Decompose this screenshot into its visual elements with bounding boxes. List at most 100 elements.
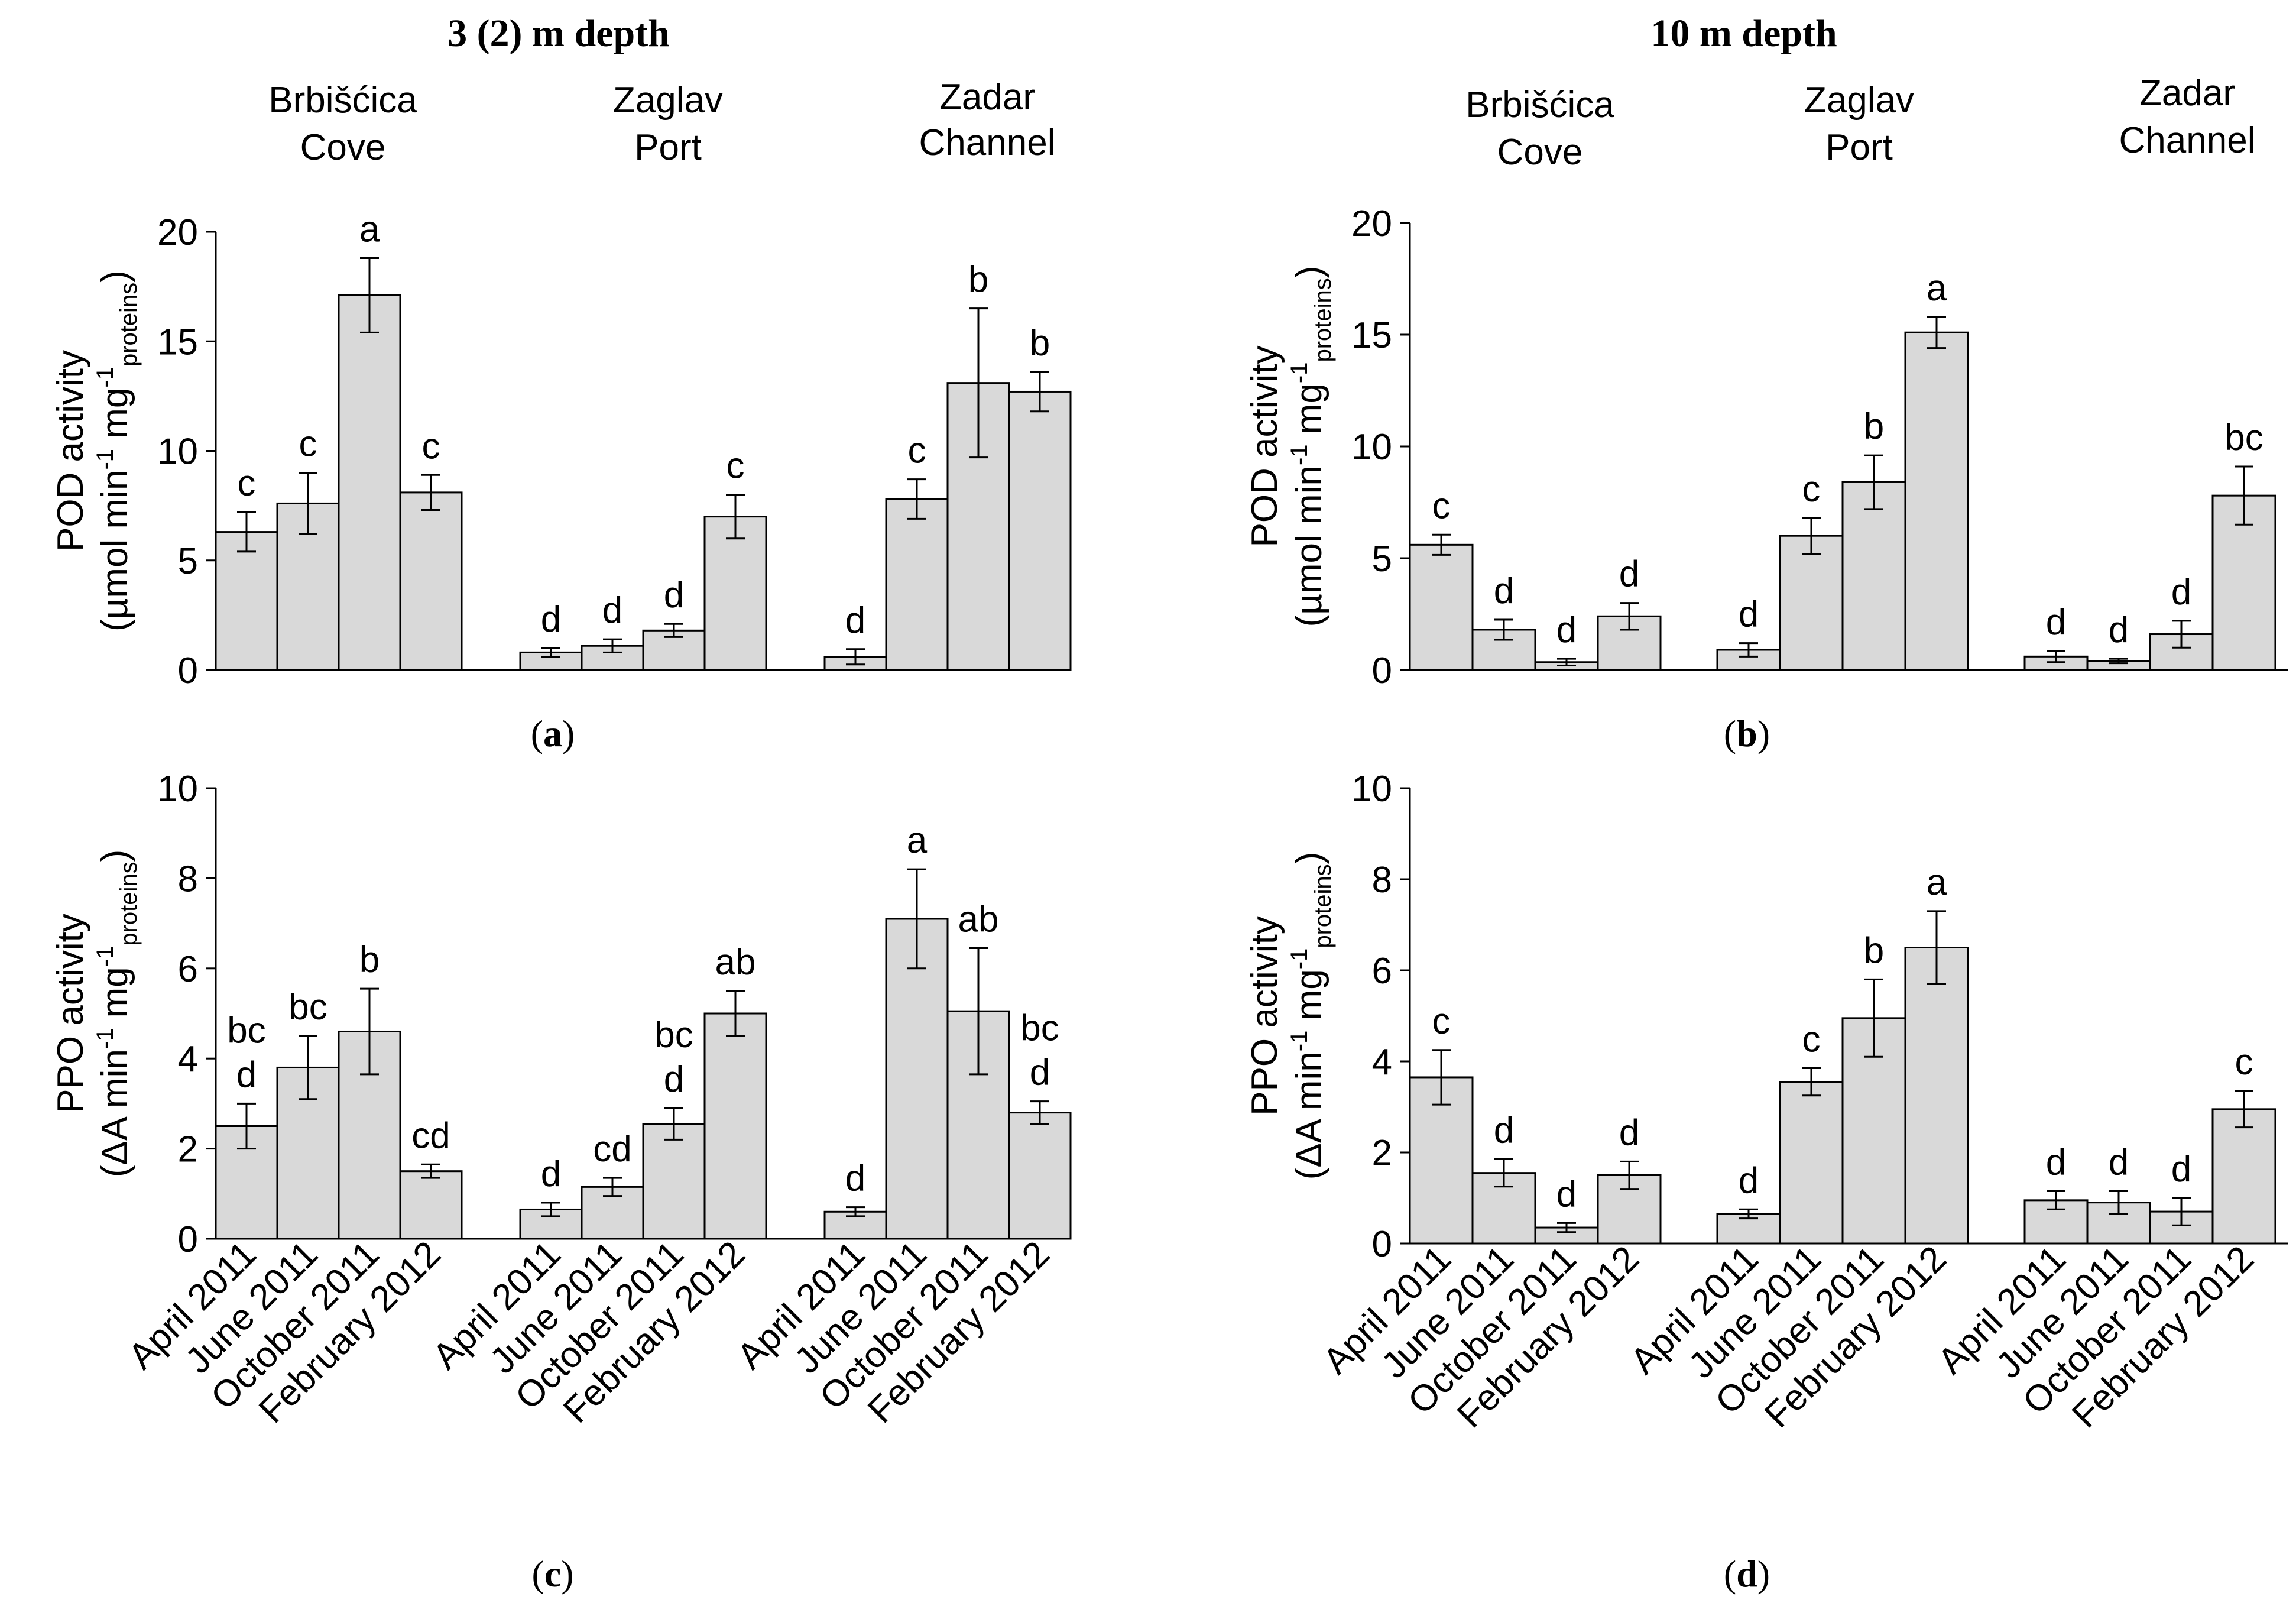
header-right: 10 m depth [1650, 12, 1837, 55]
site-label-zadar-line1: Zadar [939, 77, 1035, 118]
significance-letter: b [359, 940, 380, 980]
significance-letter: bc [227, 1010, 265, 1051]
significance-letter: bc [1020, 1008, 1059, 1049]
y-axis-unit-sub: proteins [1310, 278, 1336, 362]
y-axis-unit-part: mg [95, 967, 135, 1028]
significance-letter: bc [288, 987, 327, 1028]
significance-letter: d [541, 1154, 561, 1194]
significance-letter: d [845, 1158, 865, 1199]
significance-letter: a [1927, 268, 1947, 309]
bar [399, 1170, 463, 1240]
significance-letter: c [727, 446, 745, 487]
bar [1904, 947, 1969, 1245]
site-label-zadar-line2: Channel [2119, 120, 2256, 161]
y-axis-unit-sup: -1 [92, 946, 118, 967]
significance-letter: b [1030, 323, 1050, 364]
y-tick-label: 10 [1351, 769, 1392, 809]
y-axis-unit-part: ) [95, 850, 135, 862]
significance-letter: d [1739, 594, 1759, 635]
significance-letter: c [1432, 485, 1451, 526]
y-axis-unit-sup: -1 [1286, 444, 1312, 465]
significance-letter: d [2046, 602, 2066, 643]
panel-label-a: (a) [531, 713, 575, 754]
significance-letter: d [1494, 1110, 1514, 1151]
y-tick-label: 2 [178, 1129, 198, 1170]
y-tick-label: 6 [1372, 951, 1392, 992]
bar [642, 629, 706, 671]
panel-label-d: (d) [1724, 1553, 1770, 1595]
y-axis-unit-sub: proteins [1310, 864, 1336, 948]
significance-letter: d [845, 600, 865, 641]
bar [1779, 535, 1844, 671]
bar [1779, 1081, 1844, 1245]
significance-letter: d [2109, 610, 2129, 650]
significance-letter: d [541, 599, 561, 640]
site-label-zaglav-line2: Port [634, 127, 702, 168]
significance-letter: b [1864, 406, 1884, 447]
significance-letter: d [1556, 610, 1577, 650]
significance-letter: c [908, 430, 926, 471]
y-axis-unit-part: mg [1289, 969, 1329, 1030]
significance-letter: d [1619, 1112, 1639, 1153]
significance-letter: cd [411, 1115, 450, 1156]
significance-letter: d [1030, 1053, 1050, 1093]
bar [338, 294, 401, 671]
significance-letter: d [602, 590, 622, 631]
bar [399, 491, 463, 671]
y-axis-unit-sup: -1 [92, 449, 118, 470]
y-tick-label: 15 [157, 322, 198, 362]
significance-letter: cd [593, 1129, 631, 1170]
y-tick-label: 0 [178, 1219, 198, 1260]
y-axis-unit: (ΔA min-1 mg-1proteins) [1286, 852, 1336, 1180]
significance-letter: d [664, 1059, 684, 1100]
significance-letter: bc [654, 1015, 693, 1055]
y-axis-unit-sup: -1 [1286, 362, 1312, 384]
bar [1904, 331, 1969, 671]
y-tick-label: 0 [178, 650, 198, 691]
bar [642, 1123, 706, 1240]
y-axis-unit-sub: proteins [116, 862, 142, 945]
y-axis-unit-part: ) [1289, 266, 1329, 278]
y-tick-label: 15 [1351, 315, 1392, 356]
bar [703, 516, 767, 671]
site-labels-right: Brbišćica Cove Zaglav Port Zadar Channel [1465, 73, 2255, 173]
y-tick-label: 0 [1372, 1224, 1392, 1265]
significance-letter: d [2046, 1142, 2066, 1183]
y-axis-unit-sup: -1 [1286, 1031, 1312, 1052]
significance-letter: c [2235, 1042, 2253, 1083]
significance-letter: c [299, 424, 317, 465]
bar [2211, 1108, 2276, 1245]
y-axis-unit-part: (µmol min [95, 470, 135, 632]
y-axis-unit-part: ) [95, 270, 135, 283]
significance-letter: d [236, 1054, 257, 1095]
site-label-brbiscica-line2: Cove [1497, 132, 1583, 173]
significance-letter: d [2109, 1142, 2129, 1183]
y-tick-label: 8 [178, 859, 198, 899]
y-tick-label: 5 [178, 541, 198, 582]
site-label-zadar-line1: Zadar [2139, 73, 2235, 114]
y-axis-unit-sup: -1 [92, 1028, 118, 1050]
y-axis-title: PPO activity [1244, 916, 1285, 1116]
y-tick-label: 4 [1372, 1042, 1392, 1083]
significance-letter: ab [715, 942, 756, 983]
significance-letter: d [2171, 572, 2191, 613]
y-tick-label: 4 [178, 1039, 198, 1080]
significance-letter: d [1556, 1174, 1577, 1215]
panel-labels: (a) (b) (c) (d) [531, 713, 1770, 1595]
y-axis-unit-part: (ΔA min [95, 1049, 135, 1177]
site-labels-left: Brbišćica Cove Zaglav Port Zadar Channel [268, 77, 1055, 168]
y-axis-unit: (µmol min-1 mg-1proteins) [92, 270, 142, 632]
y-axis-unit-part: ) [1289, 852, 1329, 864]
panel-label-b: (b) [1724, 713, 1770, 754]
significance-letter: d [2171, 1149, 2191, 1190]
significance-letter: a [1927, 862, 1947, 903]
significance-letter: b [968, 260, 988, 300]
significance-letter: bc [2224, 417, 2263, 458]
bar [885, 498, 949, 671]
site-label-zaglav-line1: Zaglav [1804, 80, 1914, 121]
site-label-brbiscica-line1: Brbišćica [1465, 85, 1614, 125]
bar [703, 1012, 767, 1240]
y-axis-unit-part: (ΔA min [1289, 1051, 1329, 1180]
